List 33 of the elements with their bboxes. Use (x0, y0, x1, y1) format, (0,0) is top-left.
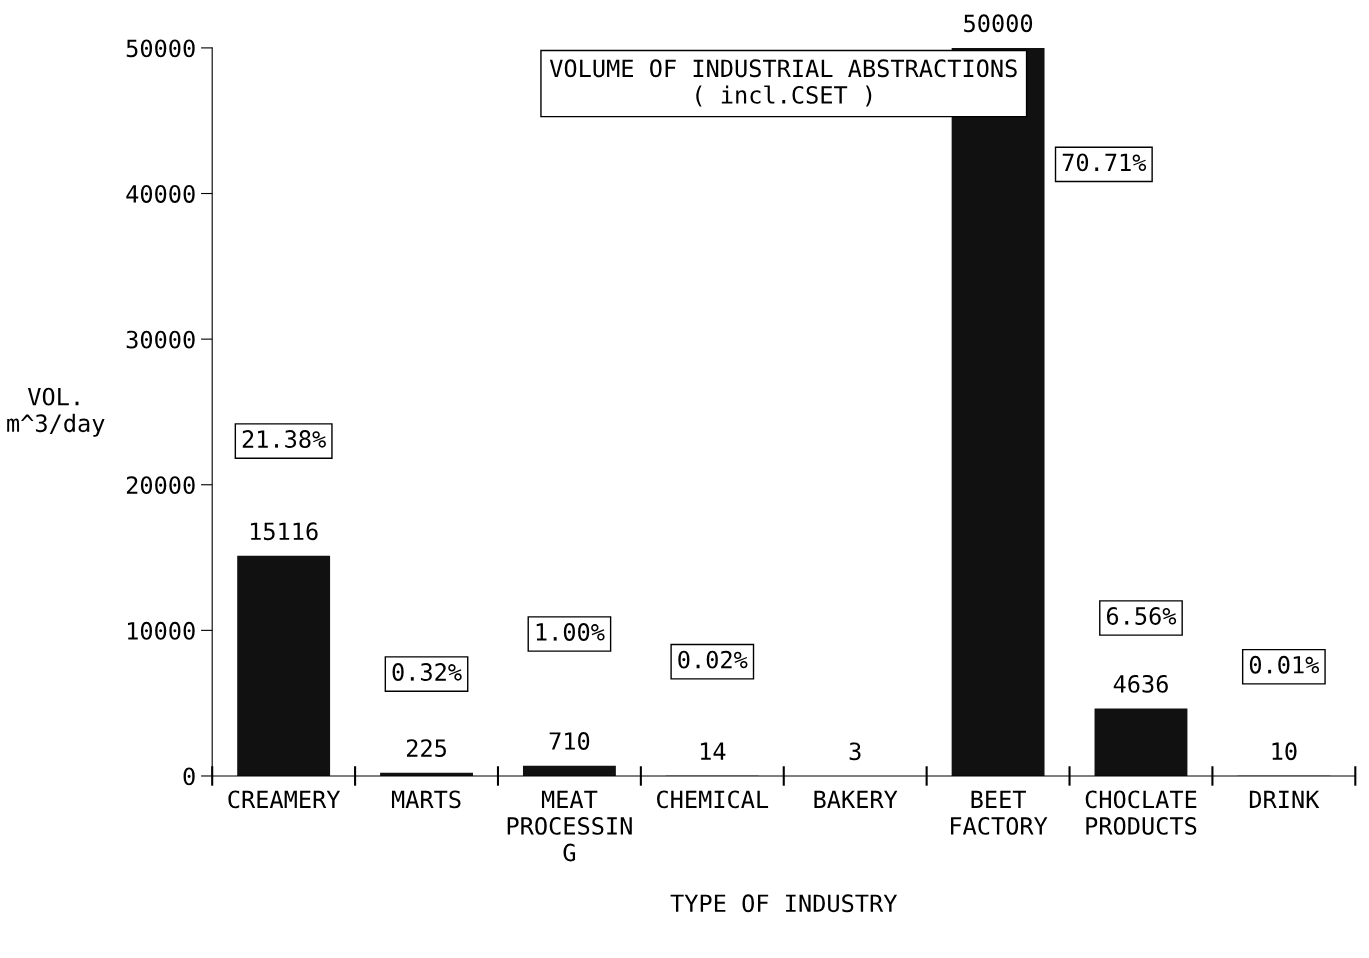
y-tick-label: 40000 (126, 185, 195, 203)
y-tick-label: 30000 (126, 330, 195, 349)
data-label: 225 (406, 739, 446, 758)
data-label: 10 (1272, 742, 1297, 761)
y-tick-label: 0 (183, 767, 195, 786)
annotation: 21.38% (242, 430, 326, 448)
annotation: 0.02% (678, 650, 748, 669)
y-tick-label: 50000 (126, 39, 195, 58)
annotation: 0.32% (392, 663, 462, 681)
x-tick-label: BEET FACTORY (951, 790, 1048, 835)
data-label: 4636 (1113, 674, 1168, 693)
annotation: 1.00% (536, 623, 605, 641)
y-tick-label: 20000 (126, 476, 195, 495)
annotation: 6.56% (1106, 607, 1177, 625)
data-label: 3 (849, 742, 861, 761)
x-tick-label: CHOCLATE PRODUCTS (1085, 790, 1197, 835)
data-label: 710 (549, 732, 590, 750)
data-label: 15116 (250, 522, 318, 541)
y-axis-title: VOL. m^3/day (7, 387, 105, 437)
annotation: 70.71% (1062, 153, 1147, 172)
x-tick-label: MARTS (391, 790, 461, 809)
x-tick-label: MEAT PROCESSIN G (507, 790, 632, 862)
text: ( incl.CSET ) (696, 85, 872, 107)
x-axis-title: TYPE OF INDUSTRY (670, 894, 898, 913)
chart-title: VOLUME OF INDUSTRIAL ABSTRACTIONS (549, 59, 1017, 78)
x-tick-label: DRINK (1249, 790, 1320, 808)
x-tick-label: CREAMERY (228, 790, 341, 809)
data-label: 14 (700, 742, 726, 760)
annotation: 0.01% (1249, 655, 1320, 674)
y-tick-label: 10000 (127, 621, 195, 640)
x-tick-label: BAKERY (814, 790, 898, 808)
data-label: 50000 (964, 14, 1033, 33)
x-tick-label: CHEMICAL (657, 790, 769, 809)
